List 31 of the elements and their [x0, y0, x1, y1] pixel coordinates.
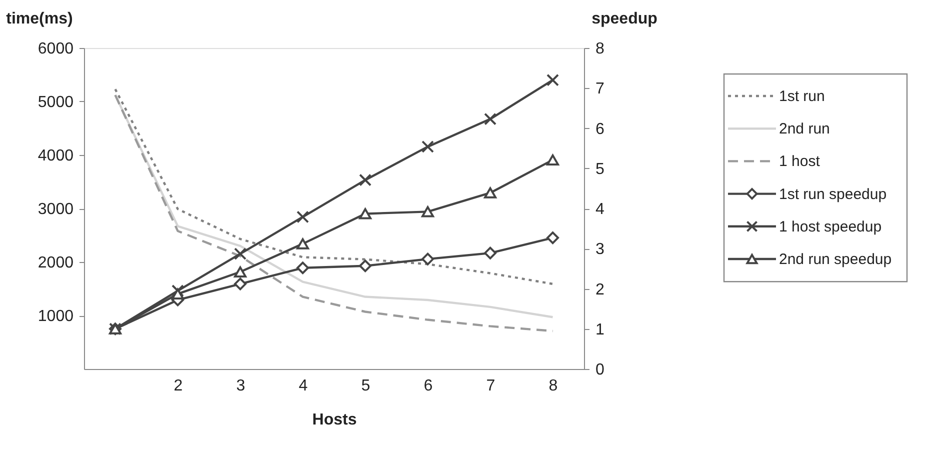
y-tick-label: 1000: [38, 308, 74, 325]
x-axis-title: Hosts: [312, 412, 357, 428]
y2-tick-label: 6: [596, 120, 604, 138]
x-tick-label: 7: [486, 378, 496, 394]
x-tick-label: 4: [298, 378, 308, 394]
legend-label: 1 host speedup: [779, 218, 882, 236]
y-tick-label: 6000: [38, 40, 74, 58]
legend-label: 1st run speedup: [779, 186, 887, 203]
y2-tick-label: 7: [596, 80, 604, 98]
y2-axis-title: speedup: [592, 10, 658, 28]
y-axis-title: time(ms): [6, 10, 73, 28]
y2-tick-label: 4: [596, 201, 604, 218]
y2-tick-label: 1: [596, 321, 604, 338]
legend-label: 2nd run speedup: [779, 251, 892, 268]
legend-label: 1st run: [779, 88, 825, 105]
legend-label: 2nd run: [779, 120, 830, 138]
x-tick-label: 8: [548, 378, 558, 394]
x-tick-label: 3: [236, 378, 246, 394]
y2-tick-label: 5: [596, 160, 604, 178]
x-tick-label: 2: [174, 378, 183, 394]
y-tick-label: 2000: [38, 254, 74, 272]
y2-tick-label: 3: [596, 241, 604, 258]
y2-tick-label: 0: [596, 362, 604, 378]
y2-tick-label: 2: [596, 281, 604, 298]
y-tick-label: 3000: [38, 201, 74, 218]
y2-tick-label: 8: [596, 40, 604, 58]
x-tick-label: 5: [361, 378, 370, 394]
y-tick-label: 5000: [38, 94, 74, 111]
y-tick-label: 4000: [38, 148, 74, 164]
legend-label: 1 host: [779, 153, 821, 170]
x-tick-label: 6: [424, 378, 433, 394]
